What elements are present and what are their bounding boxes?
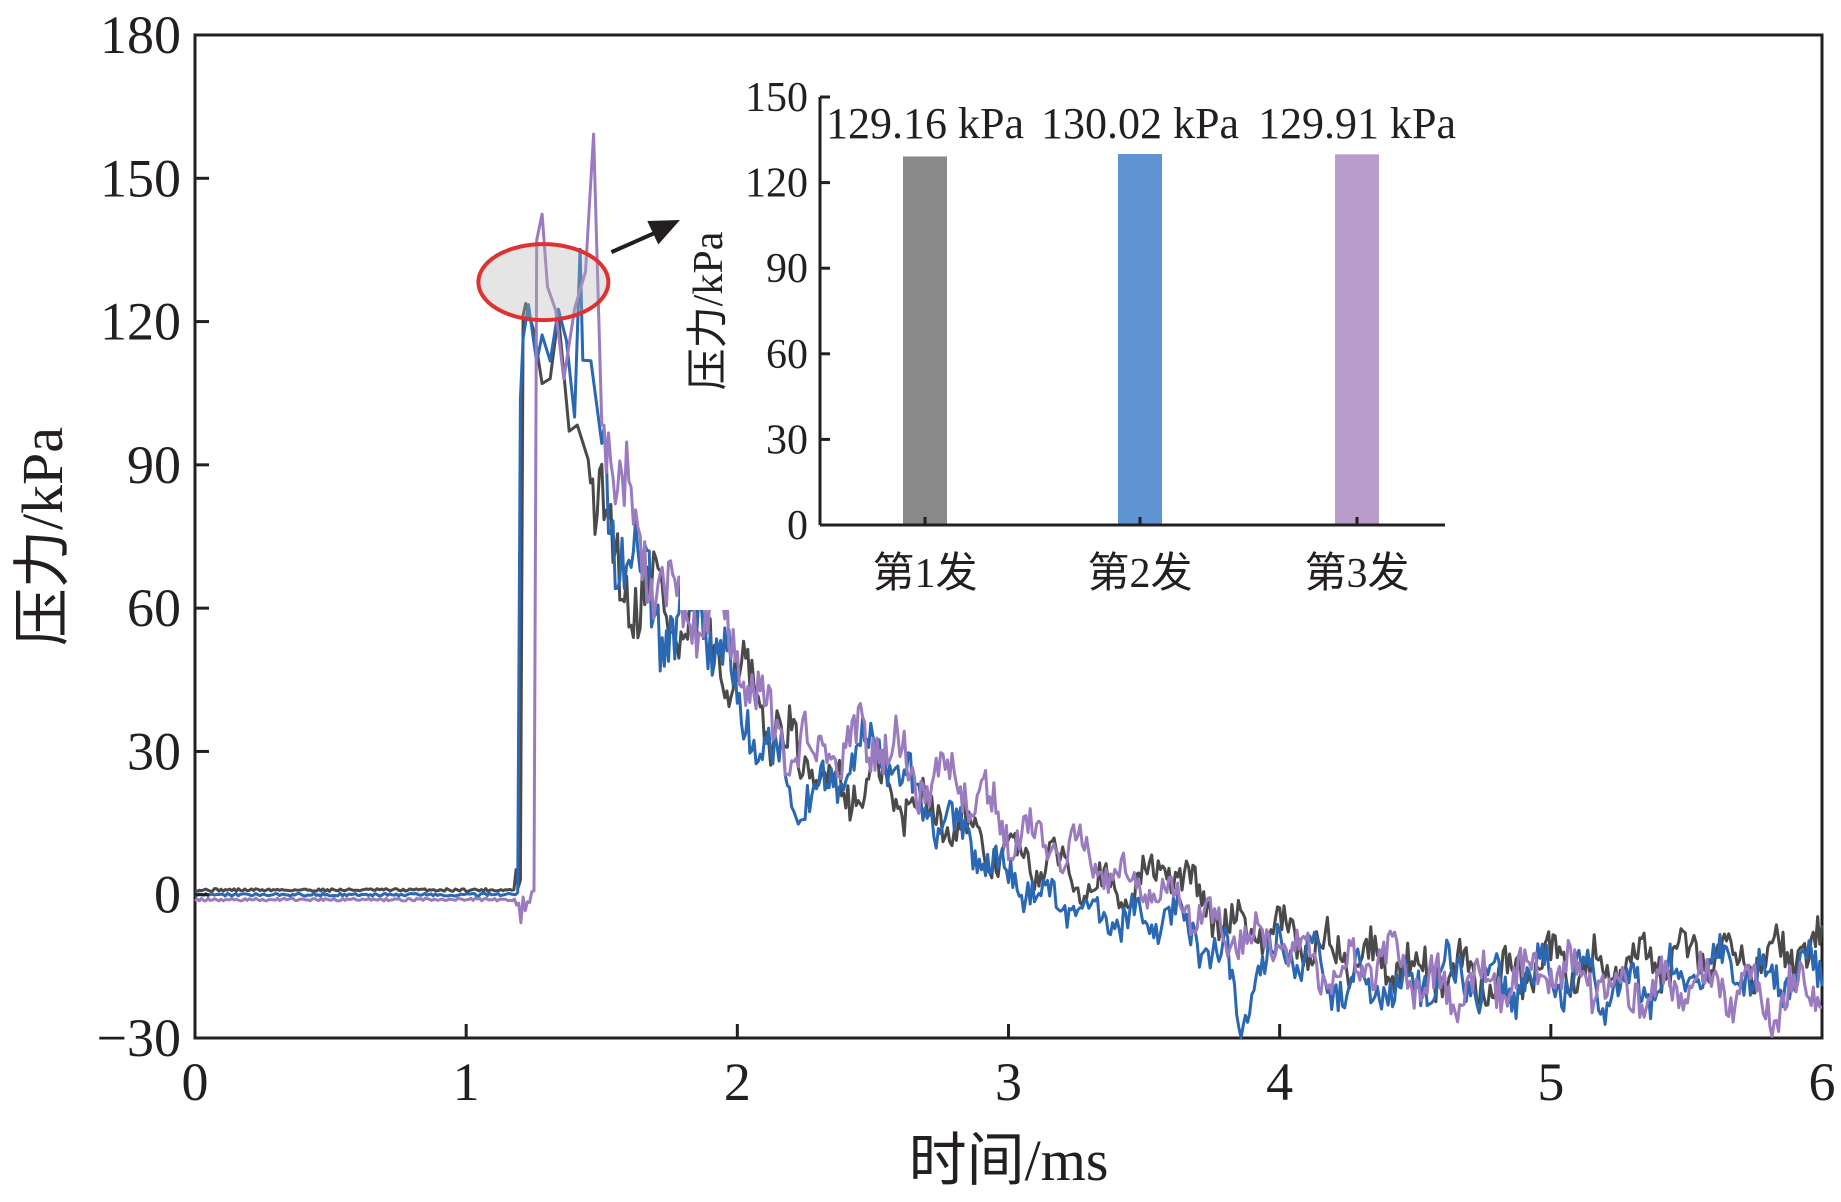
- inset-x-tick-label: 第1发: [872, 551, 977, 597]
- inset-x-tick-label: 第2发: [1087, 551, 1192, 597]
- series-line-3: [194, 132, 1823, 1038]
- inset-y-axis-title: 压力/kPa: [686, 231, 732, 390]
- main-x-axis: 0 1 2 3 4 5 6: [182, 1024, 1836, 1112]
- y-tick-label: 150: [100, 148, 181, 208]
- x-tick-label: 1: [453, 1052, 480, 1112]
- inset-y-tick-label: 30: [766, 417, 808, 463]
- inset-bars-group: 129.16 kPa 130.02 kPa 129.91 kPa: [826, 99, 1456, 526]
- y-tick-label: 0: [154, 865, 181, 925]
- x-tick-label: 5: [1537, 1052, 1564, 1112]
- y-tick-label: 90: [127, 435, 181, 495]
- inset-y-axis: 0 30 60 90 120 150: [745, 75, 830, 549]
- x-tick-label: 0: [182, 1052, 209, 1112]
- inset-bar-3: [1335, 154, 1379, 525]
- x-tick-label: 4: [1266, 1052, 1293, 1112]
- inset-bar-chart: 129.16 kPa 130.02 kPa 129.91 kPa 0 30 60 90 12…: [680, 70, 1500, 610]
- y-tick-label: −30: [97, 1008, 181, 1068]
- inset-y-tick-label: 150: [745, 75, 808, 121]
- main-y-axis-title: 压力/kPa: [10, 427, 75, 646]
- inset-y-tick-label: 120: [745, 161, 808, 207]
- series-line-1: [194, 302, 1824, 1007]
- inset-bar-value-label: 130.02 kPa: [1041, 99, 1239, 148]
- y-tick-label: 120: [100, 292, 181, 352]
- inset-x-axis: 第1发 第2发 第3发: [872, 517, 1410, 597]
- inset-bar-value-label: 129.16 kPa: [826, 99, 1024, 148]
- main-series-group: [194, 132, 1824, 1040]
- x-tick-label: 3: [995, 1052, 1022, 1112]
- series-line-2: [194, 247, 1824, 1040]
- main-y-axis: −30 0 30 60 90 120 150 180: [97, 5, 209, 1068]
- peak-highlight-ellipse: [476, 242, 611, 323]
- y-tick-label: 30: [127, 721, 181, 781]
- inset-y-tick-label: 0: [787, 503, 808, 549]
- x-tick-label: 2: [724, 1052, 751, 1112]
- inset-y-tick-label: 60: [766, 332, 808, 378]
- inset-y-tick-label: 90: [766, 246, 808, 292]
- x-tick-label: 6: [1809, 1052, 1836, 1112]
- main-x-axis-title: 时间/ms: [909, 1128, 1109, 1193]
- callout-arrow-head: [647, 220, 680, 245]
- inset-x-tick-label: 第3发: [1304, 551, 1409, 597]
- inset-bar-2: [1118, 154, 1162, 526]
- y-tick-label: 180: [100, 5, 181, 65]
- inset-bar-1: [903, 156, 947, 525]
- y-tick-label: 60: [127, 578, 181, 638]
- inset-bar-value-label: 129.91 kPa: [1258, 99, 1456, 148]
